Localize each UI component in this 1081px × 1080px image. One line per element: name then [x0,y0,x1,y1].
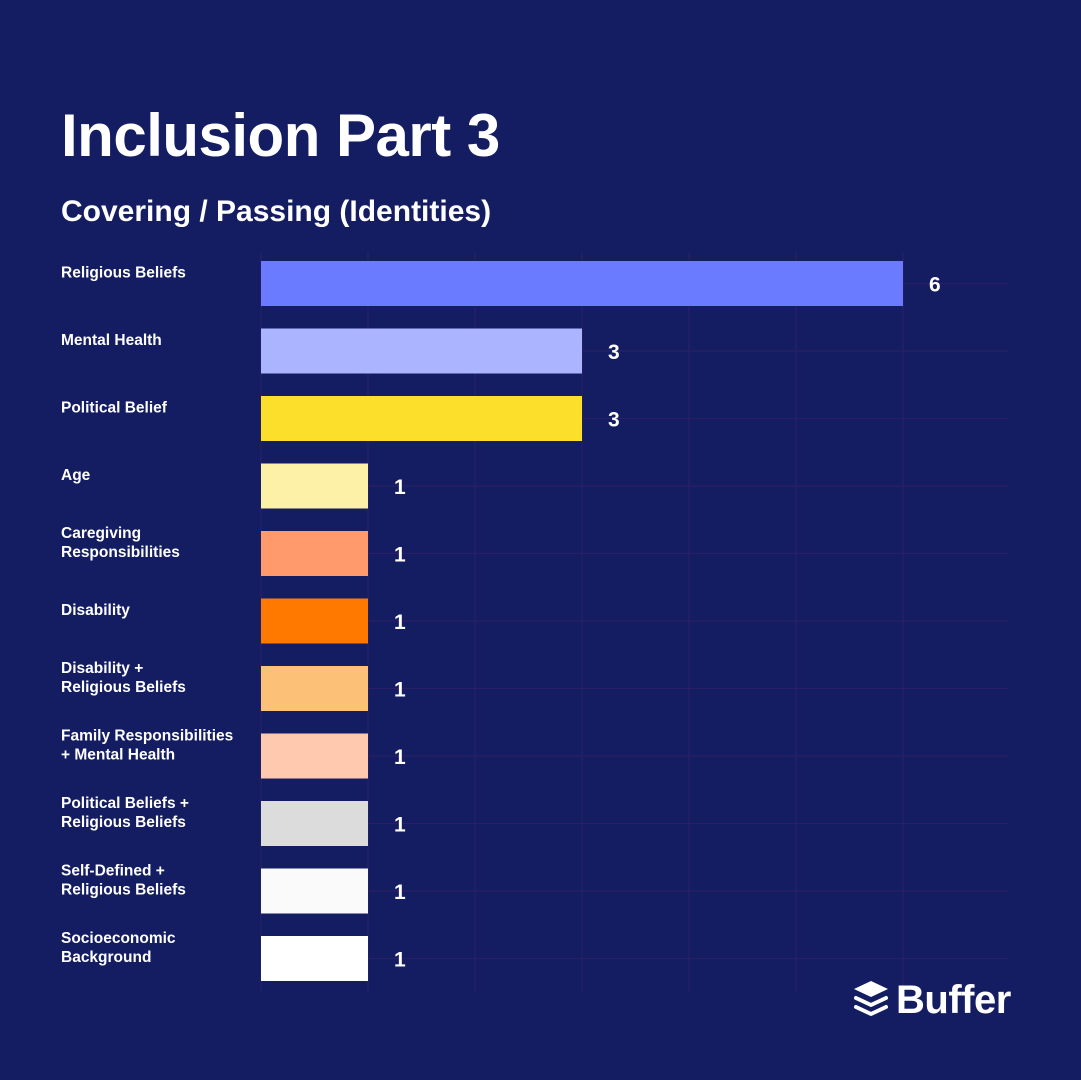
category-label: Political Belief [61,400,168,417]
category-label: Disability [61,602,130,619]
value-label: 3 [608,341,620,364]
bar [261,666,368,711]
brand-name: Buffer [896,978,1011,1022]
category-label: Caregiving Responsibilities [61,525,180,561]
category-label: Religious Beliefs [61,265,186,282]
bar [261,396,582,441]
category-label: Socioeconomic Background [61,930,176,966]
bar [261,261,903,306]
bar [261,733,368,779]
bar [261,936,368,981]
value-label: 1 [394,679,406,702]
category-label: Disability + Religious Beliefs [61,660,186,696]
bar [261,328,582,374]
buffer-logo-icon [854,981,888,1016]
chart-title: Inclusion Part 3 [61,102,500,169]
value-label: 3 [608,409,620,432]
value-label: 1 [394,611,406,634]
bar [261,801,368,846]
brand-logo: Buffer [852,978,1011,1022]
category-label: Mental Health [61,332,162,349]
bar [261,531,368,576]
category-label: Family Responsibilities + Mental Health [61,728,233,764]
value-label: 1 [394,881,406,904]
value-label: 1 [394,814,406,837]
chart-subtitle: Covering / Passing (Identities) [61,195,492,228]
value-label: 1 [394,746,406,769]
value-label: 1 [394,476,406,499]
value-label: 1 [394,949,406,972]
category-label: Age [61,467,91,484]
value-label: 6 [929,274,941,297]
bar [261,868,368,914]
category-label: Political Beliefs + Religious Beliefs [61,795,189,831]
bar [261,463,368,509]
bar [261,598,368,644]
category-label: Self-Defined + Religious Beliefs [61,863,186,899]
value-label: 1 [394,544,406,567]
